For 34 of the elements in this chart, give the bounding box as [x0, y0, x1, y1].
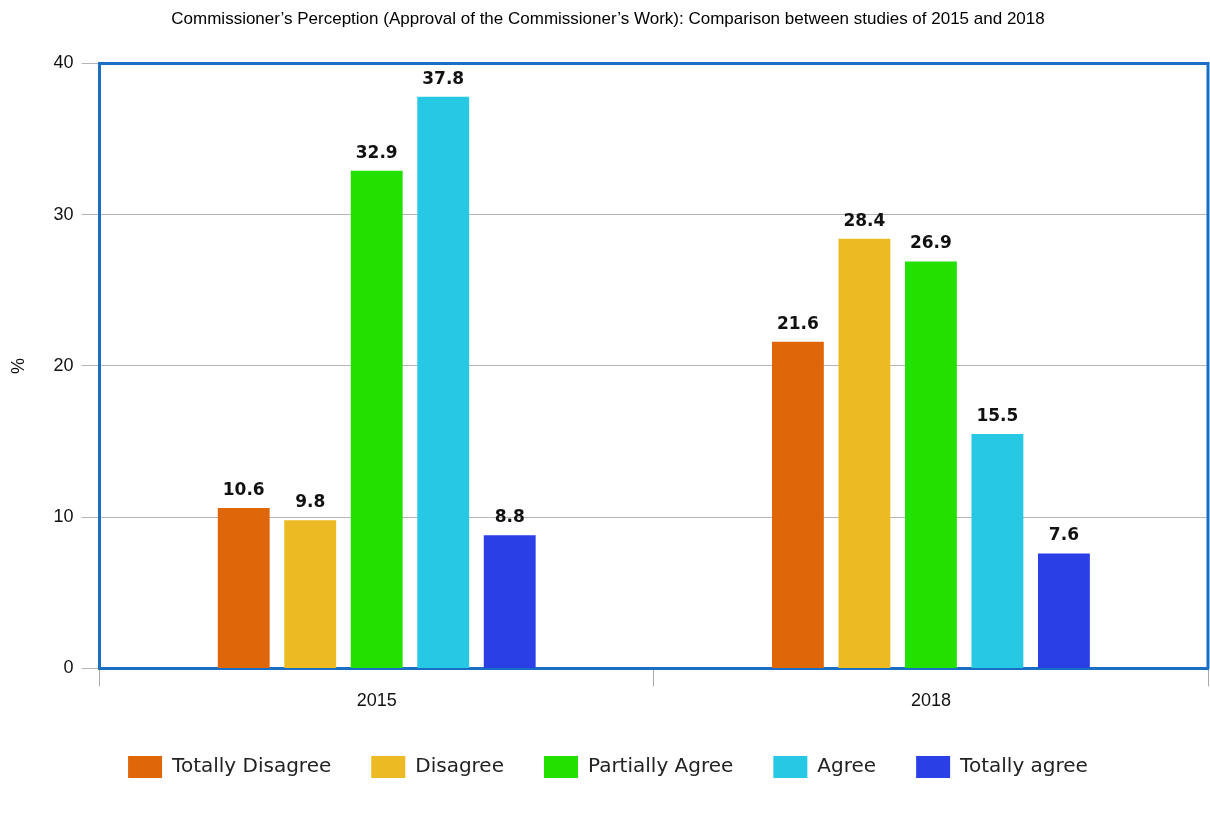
- data-label: 32.9: [355, 141, 398, 162]
- x-tick-label: 2018: [910, 690, 951, 711]
- y-tick-label: 20: [53, 354, 74, 375]
- bar: [971, 433, 1024, 668]
- bar: [350, 170, 403, 668]
- bar: [1037, 553, 1090, 668]
- bar: [284, 520, 337, 668]
- data-label: 9.8: [295, 491, 326, 512]
- legend-label: Totally agree: [959, 753, 1088, 778]
- x-tick-label: 2015: [356, 690, 397, 711]
- legend-label: Partially Agree: [587, 753, 734, 778]
- y-tick-label: 40: [53, 52, 74, 73]
- bar: [771, 341, 824, 668]
- data-label: 8.8: [494, 506, 525, 527]
- legend-label: Totally Disagree: [171, 753, 332, 778]
- data-label: 15.5: [976, 404, 1019, 425]
- y-tick-label: 10: [53, 506, 74, 527]
- y-axis-title: %: [7, 357, 28, 374]
- legend-label: Agree: [817, 753, 877, 778]
- data-label: 28.4: [843, 209, 886, 230]
- data-label: 26.9: [909, 232, 952, 253]
- bar: [417, 96, 470, 668]
- bar: [483, 535, 536, 668]
- y-tick-label: 0: [63, 657, 74, 678]
- bar: [838, 238, 891, 668]
- bar: [217, 508, 270, 668]
- legend-label: Disagree: [415, 753, 504, 778]
- data-label: 7.6: [1048, 524, 1079, 545]
- bar: [904, 261, 957, 668]
- data-label: 10.6: [222, 479, 265, 499]
- data-label: 37.8: [422, 67, 465, 88]
- data-label: 21.6: [776, 312, 819, 333]
- y-tick-label: 30: [53, 203, 74, 224]
- chart-title: Commissioner’s Perception (Approval of the Commissioner’s Work): Comparison between studies of 2015 and 2018: [171, 8, 1045, 28]
